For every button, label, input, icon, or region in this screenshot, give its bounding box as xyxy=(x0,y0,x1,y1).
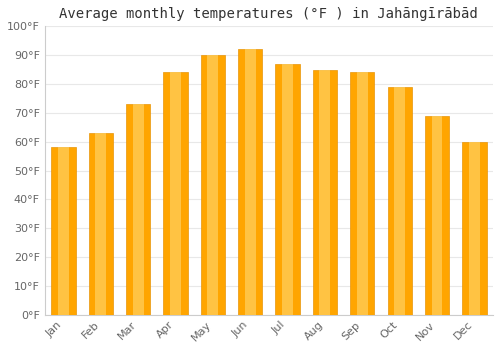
Bar xyxy=(96,133,106,315)
Bar xyxy=(88,133,113,315)
Bar xyxy=(126,104,150,315)
Bar xyxy=(132,104,143,315)
Bar xyxy=(208,55,218,315)
Bar xyxy=(164,72,188,315)
Bar xyxy=(313,70,337,315)
Bar xyxy=(51,147,76,315)
Bar xyxy=(276,64,299,315)
Bar xyxy=(432,116,442,315)
Bar xyxy=(394,87,405,315)
Bar xyxy=(282,64,293,315)
Bar xyxy=(388,87,412,315)
Bar xyxy=(350,72,374,315)
Title: Average monthly temperatures (°F ) in Jahāngīrābād: Average monthly temperatures (°F ) in Ja… xyxy=(60,7,478,21)
Bar xyxy=(58,147,69,315)
Bar xyxy=(462,142,486,315)
Bar xyxy=(357,72,368,315)
Bar xyxy=(469,142,480,315)
Bar xyxy=(200,55,225,315)
Bar xyxy=(170,72,181,315)
Bar xyxy=(238,49,262,315)
Bar xyxy=(320,70,330,315)
Bar xyxy=(244,49,256,315)
Bar xyxy=(425,116,449,315)
